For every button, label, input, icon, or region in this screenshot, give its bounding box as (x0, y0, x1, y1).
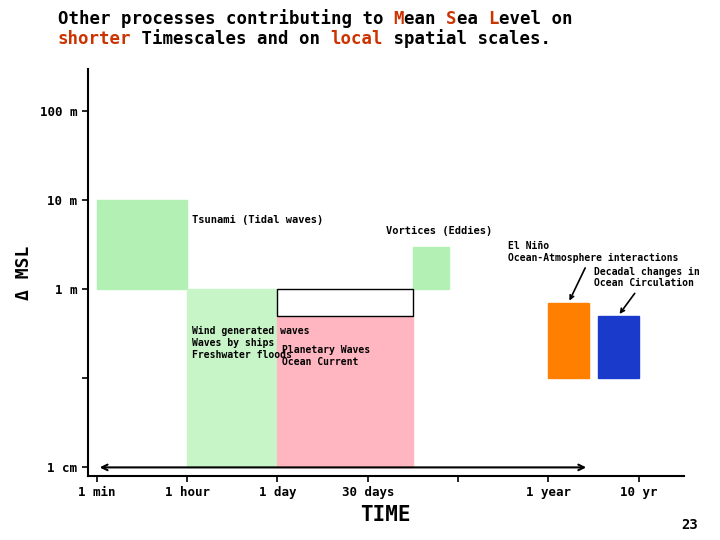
Text: S: S (446, 10, 456, 28)
Text: spatial scales.: spatial scales. (383, 29, 551, 48)
Bar (97, 200, 187, 289)
Text: Planetary Waves
Ocean Current: Planetary Waves Ocean Current (282, 345, 370, 367)
Bar (549, 303, 589, 379)
Text: Tides
Atmospheric Pressure: Tides Atmospheric Pressure (282, 291, 400, 313)
Text: 23: 23 (682, 518, 698, 532)
Bar (598, 316, 639, 379)
Text: M: M (394, 10, 404, 28)
Bar (413, 247, 449, 289)
Text: Wind generated waves
Waves by ships
Freshwater floods: Wind generated waves Waves by ships Fres… (192, 326, 309, 360)
Text: Decadal changes in
Ocean Circulation: Decadal changes in Ocean Circulation (593, 267, 699, 313)
Text: Timescales and on: Timescales and on (131, 30, 330, 48)
Text: shorter: shorter (58, 30, 131, 48)
Bar (277, 316, 413, 468)
Text: local: local (330, 30, 383, 48)
Text: ea: ea (456, 10, 488, 28)
Y-axis label: Δ MSL: Δ MSL (15, 245, 33, 300)
Text: ean: ean (404, 10, 446, 28)
Text: L: L (488, 10, 498, 28)
X-axis label: TIME: TIME (361, 505, 411, 525)
Text: Other processes contributing to: Other processes contributing to (58, 9, 394, 28)
Bar (187, 289, 277, 468)
Text: El Niño
Ocean-Atmosphere interactions: El Niño Ocean-Atmosphere interactions (508, 241, 678, 299)
Bar (277, 289, 413, 316)
Text: evel on: evel on (498, 10, 572, 28)
Text: Vortices (Eddies): Vortices (Eddies) (386, 226, 492, 236)
Text: Tsunami (Tidal waves): Tsunami (Tidal waves) (192, 215, 323, 225)
